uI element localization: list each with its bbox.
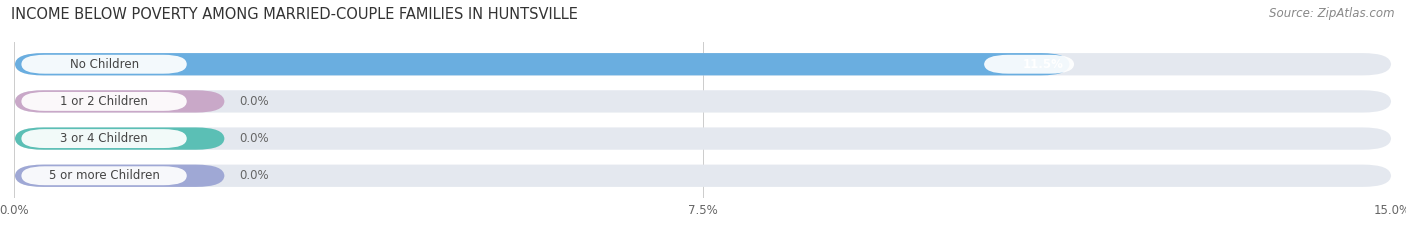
Text: INCOME BELOW POVERTY AMONG MARRIED-COUPLE FAMILIES IN HUNTSVILLE: INCOME BELOW POVERTY AMONG MARRIED-COUPL… (11, 7, 578, 22)
FancyBboxPatch shape (15, 90, 1391, 113)
Text: 5 or more Children: 5 or more Children (49, 169, 159, 182)
Text: 3 or 4 Children: 3 or 4 Children (60, 132, 148, 145)
FancyBboxPatch shape (15, 164, 1391, 187)
FancyBboxPatch shape (15, 164, 225, 187)
FancyBboxPatch shape (15, 127, 1391, 150)
Text: 0.0%: 0.0% (239, 95, 269, 108)
FancyBboxPatch shape (21, 55, 187, 74)
Text: No Children: No Children (69, 58, 139, 71)
Text: 1 or 2 Children: 1 or 2 Children (60, 95, 148, 108)
FancyBboxPatch shape (21, 166, 187, 185)
Text: 0.0%: 0.0% (239, 169, 269, 182)
Text: 0.0%: 0.0% (239, 132, 269, 145)
Text: 11.5%: 11.5% (1022, 58, 1063, 71)
FancyBboxPatch shape (15, 53, 1391, 75)
FancyBboxPatch shape (21, 92, 187, 111)
FancyBboxPatch shape (15, 53, 1070, 75)
FancyBboxPatch shape (15, 90, 225, 113)
FancyBboxPatch shape (15, 127, 225, 150)
FancyBboxPatch shape (21, 129, 187, 148)
Text: Source: ZipAtlas.com: Source: ZipAtlas.com (1270, 7, 1395, 20)
FancyBboxPatch shape (984, 55, 1074, 74)
